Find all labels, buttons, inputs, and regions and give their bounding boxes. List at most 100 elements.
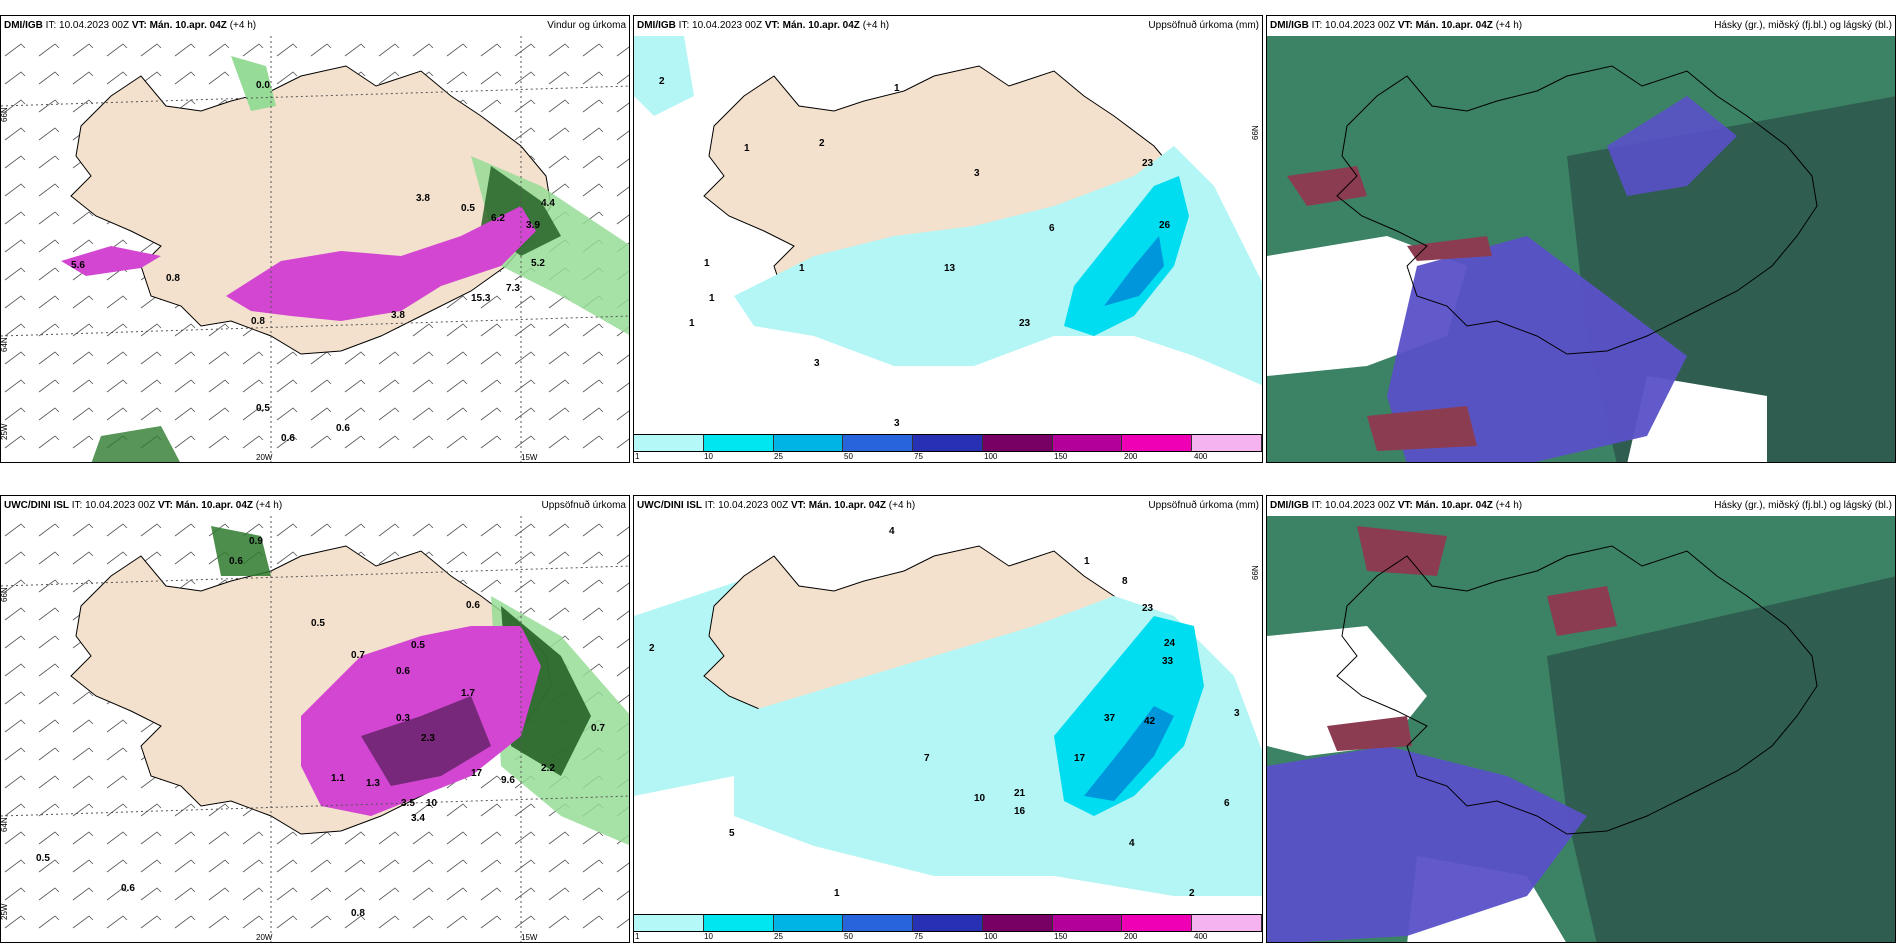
colorbar-swatch [1052,915,1123,931]
value-label: 4 [889,526,895,537]
colorbar-swatch [773,915,844,931]
purple-heavy-precip [361,696,491,786]
cloud-low-patch [1547,586,1617,636]
colorbar-label: 1 [635,452,640,461]
value-label: 2 [819,138,825,149]
vt-label: VT: Mán. 10.apr. 04Z [1397,20,1493,31]
precip-heavy-band [1084,706,1174,801]
magenta-precip-band [226,206,536,321]
offset: (+4 h) [888,500,916,511]
it-value: 10.04.2023 00Z [1325,20,1396,31]
value-label: 3.9 [526,220,540,231]
value-label: 1 [709,293,715,304]
value-label: 26 [1159,220,1171,231]
it-label: IT: [1311,500,1323,511]
cloud-mid-layer [1267,746,1587,942]
grid-line [1,565,629,587]
lat-label: 64N [1,817,9,832]
map-svg [1267,36,1895,462]
value-label: 3 [814,358,820,369]
value-label: 0.5 [461,203,475,214]
colorbar-swatch [843,915,914,931]
value-label: 0.9 [249,536,263,547]
colorbar-label: 10 [704,452,713,461]
colorbar-swatch [913,915,983,931]
model-source: UWC/DINI ISL [4,500,69,511]
colorbar-swatch [913,435,983,451]
colorbar-label: 50 [844,932,853,941]
colorbar-label: 150 [1054,452,1068,461]
map-area: 66N 64N 25W 20W 15W 0.9 0.6 0.5 0.6 0.7 … [1,516,629,942]
value-label: 2.3 [421,733,435,744]
value-label: 0.5 [311,618,325,629]
it-value: 10.04.2023 00Z [718,500,789,511]
colorbar-label: 50 [844,452,853,461]
value-label: 1 [834,888,840,899]
value-label: 0.6 [466,600,480,611]
map-svg: 66N 64N 25W 20W 15W 0.9 0.6 0.5 0.6 0.7 … [1,516,629,942]
panel-clouds-dmi: DMI/IGB IT: 10.04.2023 00Z VT: Mán. 10.a… [1266,15,1896,463]
vt-label: VT: Mán. 10.apr. 04Z [157,500,254,511]
cloud-mid-layer [1387,236,1687,462]
cloud-low-patch [1287,166,1367,206]
value-label: 15.3 [471,293,491,304]
value-label: 24 [1164,638,1176,649]
lat-label: 66N [1251,125,1260,140]
value-label: 42 [1144,716,1156,727]
colorbar-labels: 1 10 25 50 75 100 150 200 400 [634,452,1262,462]
value-label: 1.1 [331,773,345,784]
it-label: IT: [45,20,57,31]
colorbar-label: 200 [1124,932,1138,941]
colorbar [634,434,1262,452]
vt-label: VT: Mán. 10.apr. 04Z [764,20,860,31]
colorbar-label: 150 [1054,932,1068,941]
value-label: 7 [924,753,930,764]
lon-label: 15W [521,933,538,942]
value-label: 0.6 [121,883,135,894]
value-label: 3 [974,168,980,179]
cloud-low-patch [1367,406,1477,451]
colorbar-swatch [1192,915,1262,931]
lat-label: 66N [1,587,9,602]
value-label: 0.7 [591,723,605,734]
cloud-low-patch [1327,716,1412,751]
colorbar-swatch [1122,915,1193,931]
value-label: 0.8 [166,273,180,284]
iceland-outline [1336,65,1818,355]
lon-label: 20W [256,453,273,462]
green-patch-nw [231,56,276,111]
value-label: 2 [659,76,665,87]
panel-title: Uppsöfnuð úrkoma (mm) [1148,500,1259,511]
lat-label: 25W [1,423,9,440]
value-label: 3 [1234,708,1240,719]
panel-header: UWC/DINI ISL IT: 10.04.2023 00Z VT: Mán.… [634,496,1262,516]
lat-label: 25W [1,903,9,920]
value-label: 17 [1074,753,1086,764]
precip-light-band [734,146,1262,386]
value-label: 0.3 [396,713,410,724]
cloud-low-patch [1407,236,1492,261]
colorbar-label: 100 [984,452,998,461]
grid-line [1,315,629,337]
colorbar-swatch [773,435,844,451]
value-label: 0.6 [336,423,350,434]
value-label: 6.2 [491,213,505,224]
panel-header: DMI/IGB IT: 10.04.2023 00Z VT: Mán. 10.a… [1,16,629,36]
it-label: IT: [704,500,716,511]
colorbar-label: 1 [635,932,640,941]
value-label: 0.7 [351,650,365,661]
it-value: 10.04.2023 00Z [692,20,763,31]
value-label: 1 [744,143,750,154]
value-label: 0.6 [229,556,243,567]
panel-wind-precip-dmi: DMI/IGB IT: 10.04.2023 00Z VT: Mán. 10.a… [0,15,630,463]
colorbar-label: 100 [984,932,998,941]
value-label: 23 [1019,318,1031,329]
value-label: 4 [1129,838,1135,849]
it-value: 10.04.2023 00Z [59,20,130,31]
map-area [1267,36,1895,462]
offset: (+4 h) [255,500,283,511]
grid-line [1,795,629,817]
value-label: 2.2 [541,763,555,774]
model-source: DMI/IGB [1270,20,1309,31]
value-label: 5 [729,828,735,839]
